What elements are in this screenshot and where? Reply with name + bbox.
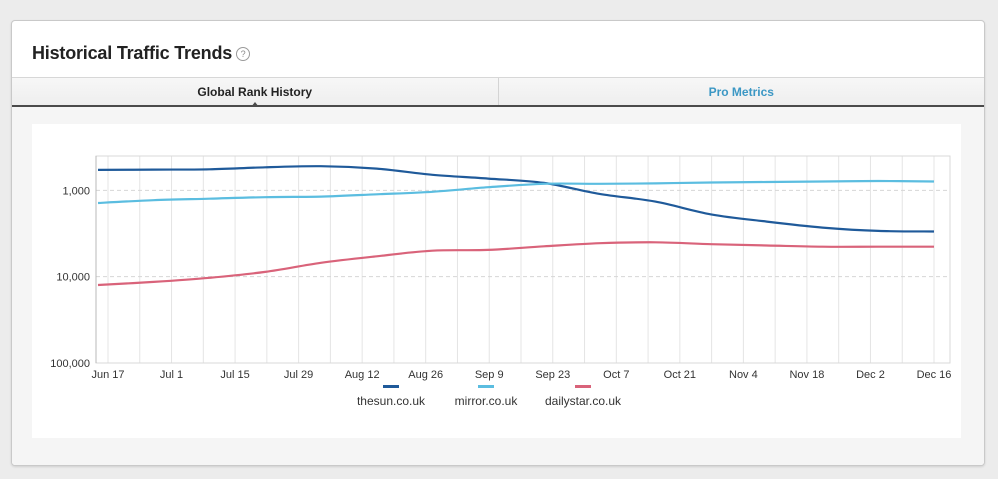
legend-label: dailystar.co.uk xyxy=(544,394,622,408)
x-tick-label: Jul 1 xyxy=(160,369,183,381)
x-tick-label: Sep 23 xyxy=(535,369,570,381)
legend-item[interactable]: thesun.co.uk xyxy=(331,385,451,408)
active-tab-indicator-icon xyxy=(250,102,259,107)
plot-border xyxy=(95,155,951,364)
series-line-mirror-co-uk xyxy=(97,179,935,205)
legend-label: mirror.co.uk xyxy=(454,394,518,408)
x-tick-label: Oct 21 xyxy=(664,369,696,381)
help-icon[interactable]: ? xyxy=(236,47,251,61)
legend-item[interactable]: dailystar.co.uk xyxy=(523,385,643,408)
chart-area: 1,000 10,000 100,000 Jun 17 Jul 1 Jul 15 Jul 2… xyxy=(12,107,984,465)
x-tick-label: Oct 7 xyxy=(603,369,629,381)
x-tick-label: Nov 4 xyxy=(729,369,758,381)
y-tick-label: 10,000 xyxy=(56,272,90,284)
chart-card: 1,000 10,000 100,000 Jun 17 Jul 1 Jul 15 Jul 2… xyxy=(32,124,961,438)
x-tick-label: Nov 18 xyxy=(789,369,824,381)
x-tick-label: Aug 12 xyxy=(345,369,380,381)
legend-swatch xyxy=(383,385,399,388)
panel-title: Historical Traffic Trends xyxy=(32,42,233,63)
y-tick-label: 100,000 xyxy=(50,358,90,370)
legend-label: thesun.co.uk xyxy=(356,394,426,408)
tab-label: Global Rank History xyxy=(197,84,313,99)
historical-traffic-panel: Historical Traffic Trends ? Global Rank … xyxy=(11,20,985,466)
x-tick-label: Aug 26 xyxy=(408,369,443,381)
legend-item[interactable]: mirror.co.uk xyxy=(426,385,546,408)
x-tick-label: Sep 9 xyxy=(475,369,504,381)
chart-legend: thesun.co.uk mirror.co.uk dailystar.co.uk xyxy=(32,385,961,425)
tab-global-rank-history[interactable]: Global Rank History xyxy=(12,78,499,107)
tab-bar: Global Rank History Pro Metrics xyxy=(12,77,984,107)
panel-header: Historical Traffic Trends ? xyxy=(32,42,251,64)
series-line-thesun-co-uk xyxy=(97,165,935,233)
x-tick-label: Jun 17 xyxy=(91,369,124,381)
x-tick-label: Dec 16 xyxy=(917,369,952,381)
y-tick-label: 1,000 xyxy=(62,185,90,197)
tab-label: Pro Metrics xyxy=(708,84,774,99)
legend-swatch xyxy=(478,385,494,388)
x-tick-label: Jul 29 xyxy=(284,369,313,381)
x-tick-label: Dec 2 xyxy=(856,369,885,381)
tab-pro-metrics[interactable]: Pro Metrics xyxy=(499,78,985,105)
x-tick-label: Jul 15 xyxy=(220,369,249,381)
series-line-dailystar-co-uk xyxy=(97,241,934,287)
legend-swatch xyxy=(575,385,591,388)
